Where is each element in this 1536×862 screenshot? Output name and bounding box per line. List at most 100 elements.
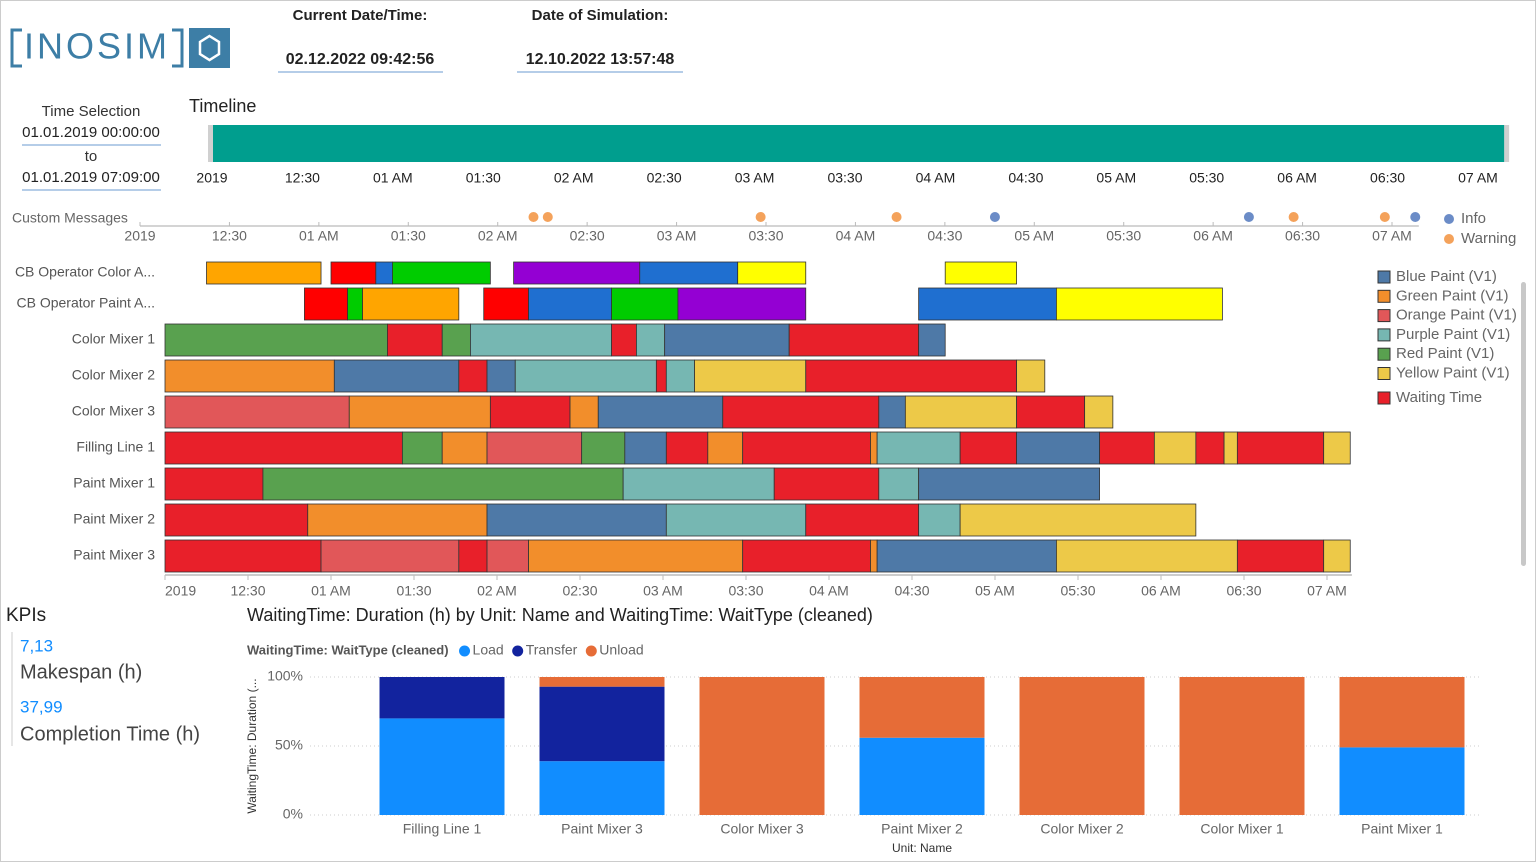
gantt-segment — [470, 323, 612, 357]
bar-segment — [1339, 677, 1465, 748]
x-tick-label: 05:30 — [1106, 228, 1141, 244]
x-tick-label: 01 AM — [311, 583, 351, 599]
x-tick-label: 05 AM — [1014, 228, 1054, 244]
gantt-segment — [1153, 431, 1197, 465]
gantt-segment — [918, 503, 961, 537]
y-tick-label: 0% — [283, 806, 303, 822]
x-tick-label: Paint Mixer 1 — [1361, 821, 1443, 837]
gantt-segment — [458, 359, 488, 393]
range-handle[interactable] — [1504, 125, 1510, 162]
gantt-segment — [665, 503, 807, 537]
gantt-segment — [486, 431, 583, 465]
gantt-segment — [664, 323, 790, 357]
gantt-segment — [164, 359, 335, 393]
gantt-segment — [639, 261, 739, 285]
logo-bracket — [10, 28, 184, 68]
x-tick-label: 06:30 — [1370, 170, 1405, 186]
legend-marker — [1444, 214, 1454, 224]
legend-label: Warning — [1461, 230, 1516, 247]
kpi-value: 37,99 — [20, 697, 63, 716]
gantt-segment — [330, 261, 377, 285]
gantt-segment — [918, 287, 1057, 321]
x-tick-label: 03 AM — [735, 170, 775, 186]
gantt-segment — [1056, 539, 1238, 573]
time-from[interactable]: 01.01.2019 00:00:00 — [22, 124, 160, 141]
bar-segment — [859, 737, 985, 815]
logo-hexagon — [198, 34, 221, 62]
gantt-segment — [694, 359, 807, 393]
x-tick-label: Paint Mixer 2 — [881, 821, 963, 837]
gantt-segment — [387, 323, 443, 357]
x-tick-label: 02:30 — [570, 228, 605, 244]
gantt-segment — [1084, 395, 1114, 429]
scrollbar[interactable] — [1521, 282, 1526, 566]
x-tick-label: 01:30 — [466, 170, 501, 186]
x-tick-label: 07 AM — [1372, 228, 1412, 244]
gantt-segment — [1099, 431, 1155, 465]
gantt-segment — [1323, 539, 1351, 573]
gantt-segment — [347, 287, 363, 321]
gantt-segment — [805, 503, 920, 537]
gantt-segment — [742, 431, 871, 465]
gantt-segment — [164, 323, 388, 357]
legend-swatch — [1377, 309, 1391, 323]
legend-label: Green Paint (V1) — [1396, 287, 1509, 304]
message-point — [1288, 212, 1299, 222]
legend-label: Yellow Paint (V1) — [1396, 364, 1510, 381]
message-point — [1243, 212, 1254, 222]
kpi-value: 7,13 — [20, 636, 53, 655]
x-tick-label: 03:30 — [748, 228, 783, 244]
row-label: Paint Mixer 2 — [73, 511, 155, 527]
gantt-segment — [876, 539, 1057, 573]
x-tick-label: 04 AM — [916, 170, 956, 186]
gantt-segment — [655, 359, 667, 393]
legend-label: Unload — [599, 642, 643, 658]
gantt-segment — [665, 359, 695, 393]
x-tick-label: 2019 — [165, 583, 196, 599]
bar-segment — [1339, 747, 1465, 815]
row-label: Color Mixer 3 — [72, 403, 155, 419]
gantt-segment — [959, 503, 1197, 537]
x-tick-label: 04 AM — [809, 583, 849, 599]
message-point — [755, 212, 766, 222]
gantt-segment — [164, 539, 322, 573]
gantt-segment — [876, 431, 961, 465]
legend-label: Load — [473, 642, 504, 658]
legend-swatch — [1377, 289, 1391, 303]
legend-label: Transfer — [526, 642, 578, 658]
kpi-label: Completion Time (h) — [20, 723, 200, 745]
gantt-segment — [441, 431, 488, 465]
gantt-segment — [262, 467, 624, 501]
gantt-segment — [959, 431, 1017, 465]
x-tick-label: 03 AM — [643, 583, 683, 599]
gantt-segment — [528, 287, 612, 321]
bar-segment — [859, 677, 985, 738]
x-tick-label: 06 AM — [1277, 170, 1317, 186]
range-handle[interactable] — [208, 125, 213, 162]
kpi-title: KPIs — [6, 605, 46, 626]
gantt-segment — [722, 395, 880, 429]
gantt-segment — [320, 539, 460, 573]
x-tick-label: 02 AM — [478, 228, 518, 244]
x-tick-label: 05 AM — [975, 583, 1015, 599]
logo-icon — [189, 28, 230, 68]
gantt-segment — [677, 287, 807, 321]
x-tick-label: 12:30 — [285, 170, 320, 186]
row-label: CB Operator Color A... — [15, 264, 155, 280]
gantt-segment — [918, 467, 1100, 501]
legend-marker — [1444, 234, 1454, 244]
time-selection-title: Time Selection — [42, 103, 141, 120]
x-tick-label: Color Mixer 1 — [1200, 821, 1283, 837]
gantt-segment — [483, 287, 529, 321]
x-tick-label: 2019 — [124, 228, 155, 244]
gantt-segment — [304, 287, 349, 321]
gantt-segment — [636, 323, 666, 357]
time-to[interactable]: 01.01.2019 07:09:00 — [22, 169, 160, 186]
gantt-segment — [206, 261, 322, 285]
x-tick-label: 01:30 — [396, 583, 431, 599]
message-point — [891, 212, 902, 222]
gantt-segment — [164, 395, 350, 429]
x-tick-label: Paint Mixer 3 — [561, 821, 643, 837]
x-tick-label: 01 AM — [373, 170, 413, 186]
time-to-label: to — [85, 148, 98, 165]
